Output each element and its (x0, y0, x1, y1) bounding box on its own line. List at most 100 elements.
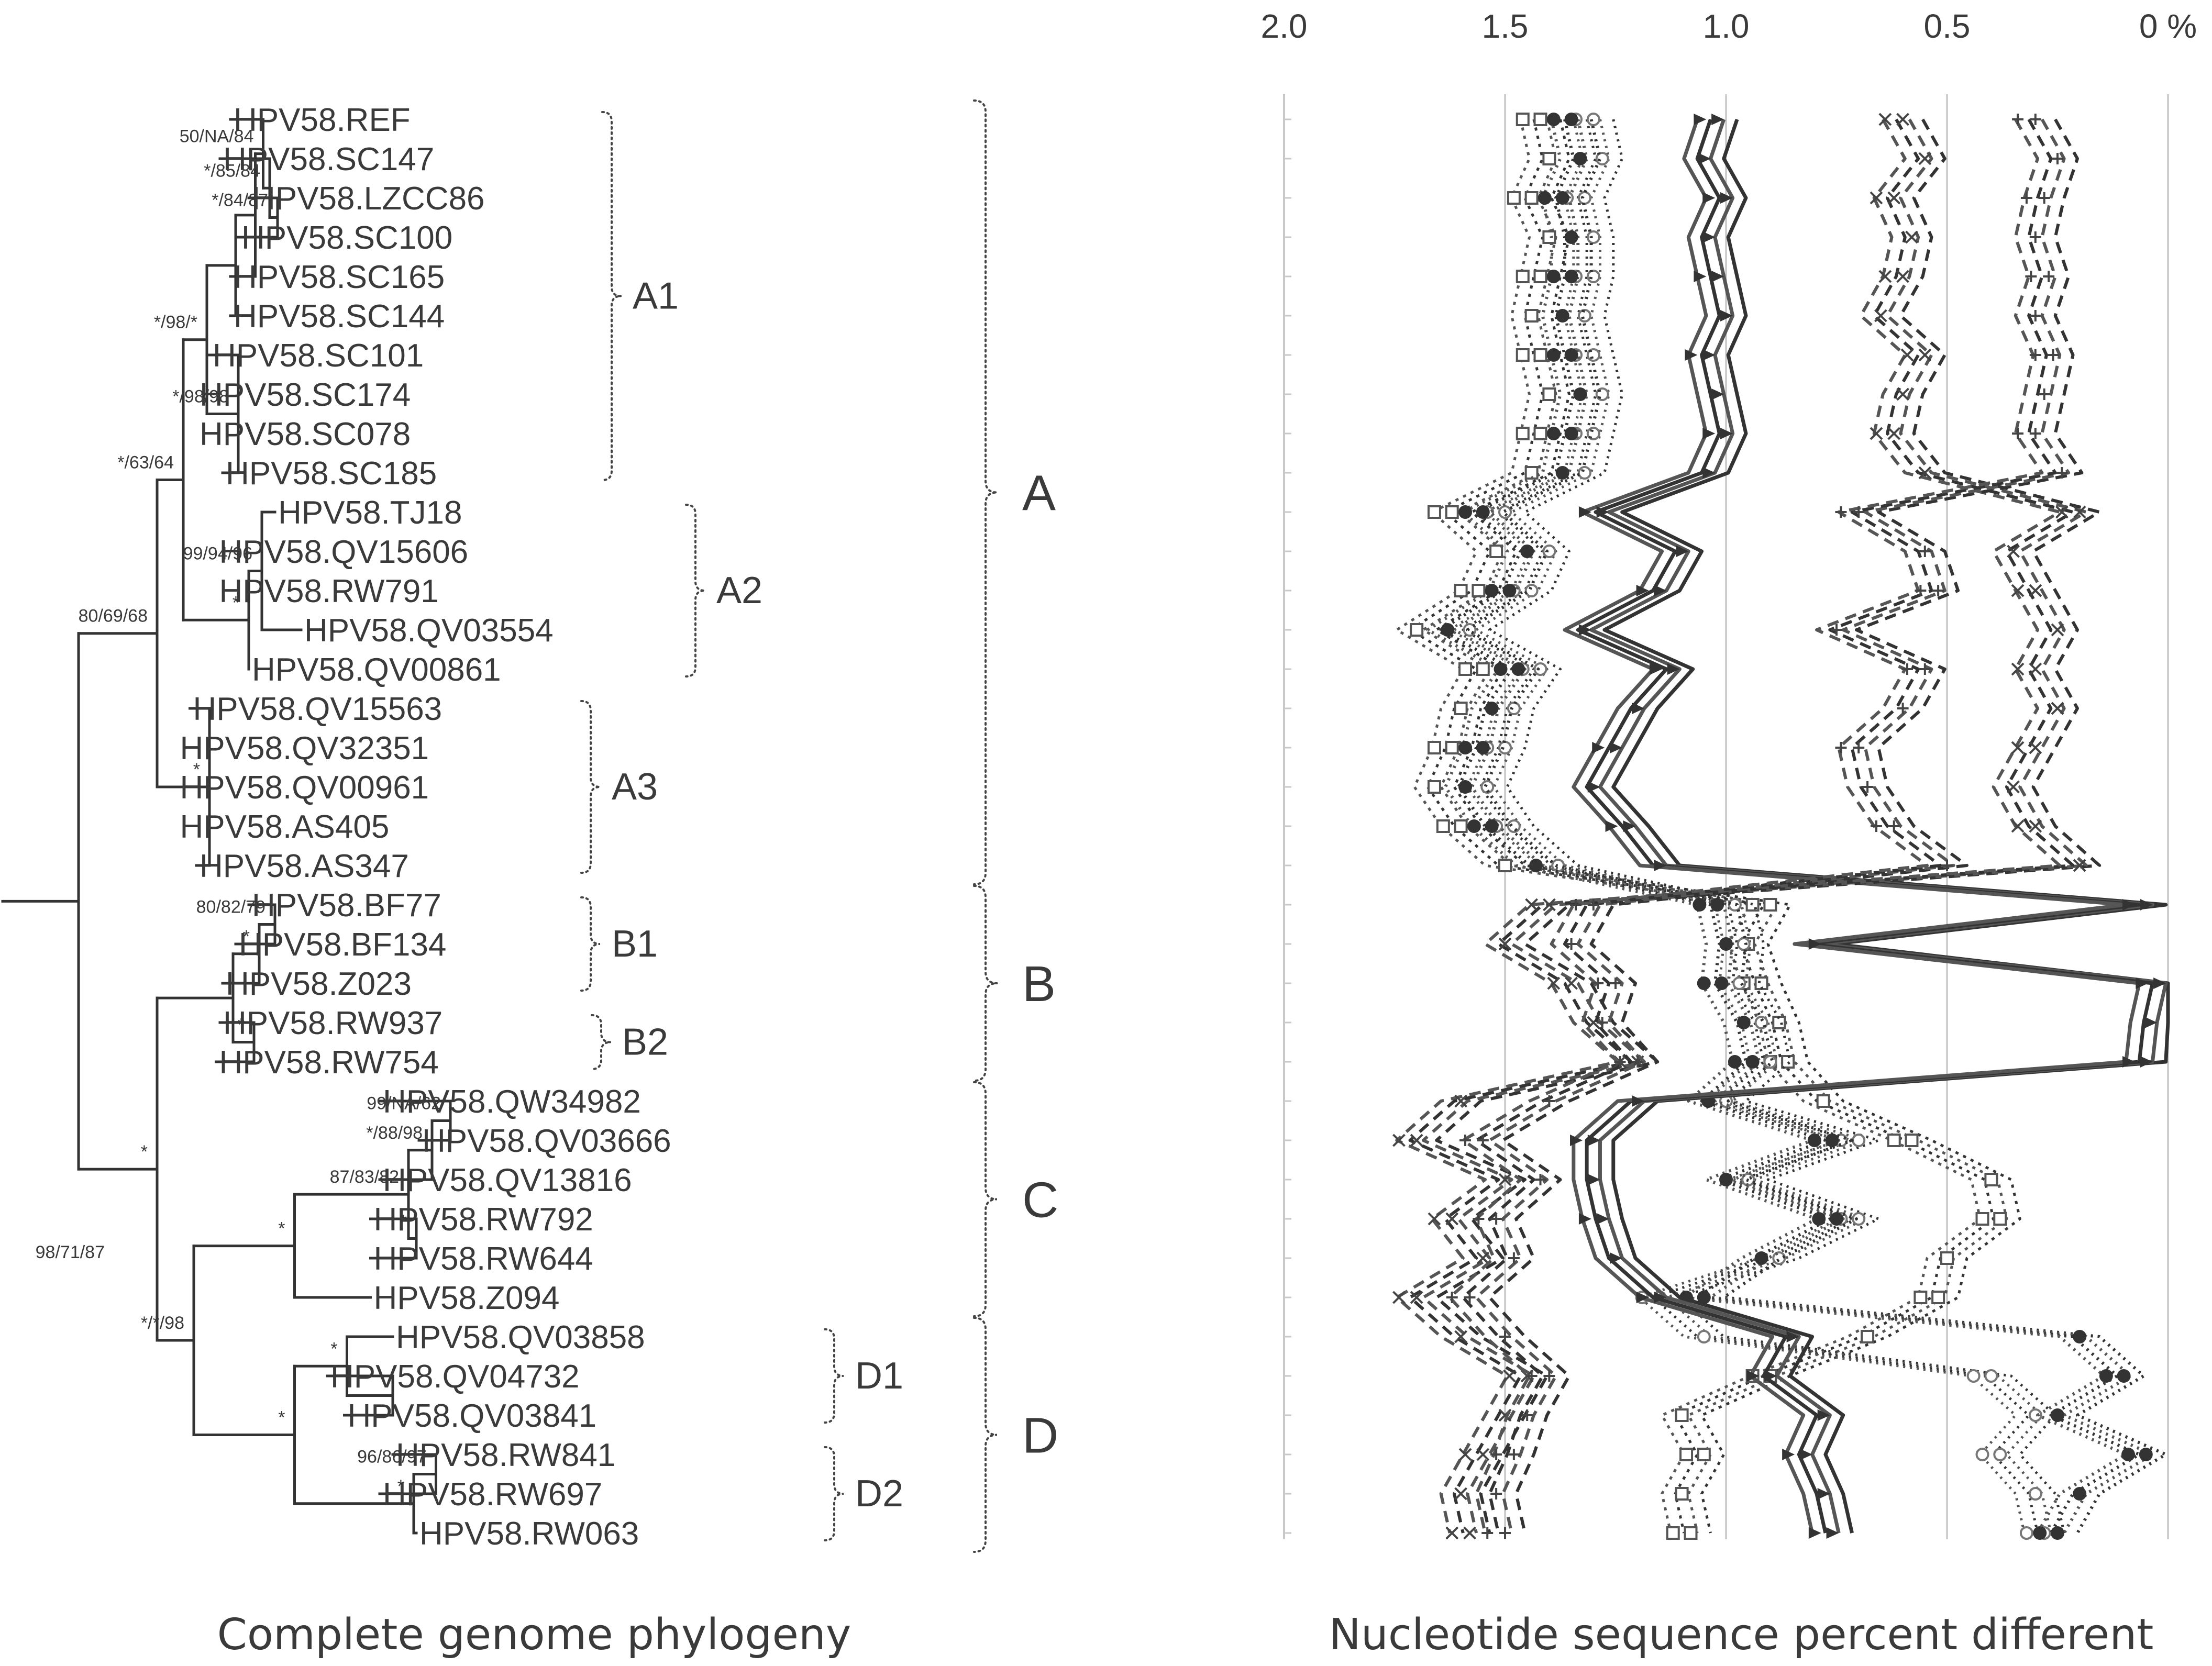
x-marker (1918, 466, 1932, 480)
x-marker (1905, 230, 1918, 244)
taxon-label: HPV58.Z094 (374, 1280, 560, 1316)
taxon-label: HPV58.QV15563 (193, 691, 443, 727)
x-marker (1498, 1173, 1512, 1186)
bootstrap-label: 99/NA/62 (367, 1094, 441, 1114)
triangle-marker (1702, 428, 1716, 439)
plus-marker (1499, 1331, 1511, 1342)
circle-marker (1524, 584, 1539, 597)
triangle-marker (1808, 1527, 1821, 1539)
square-marker (1914, 1291, 1928, 1304)
dot-marker (1458, 505, 1473, 519)
triangle-marker (1702, 192, 1716, 204)
plus-marker (1525, 1370, 1538, 1382)
plus-marker (2038, 388, 2050, 400)
square-marker (1975, 1212, 1989, 1226)
plus-marker (2047, 349, 2059, 361)
plus-marker (2029, 310, 2041, 321)
taxon-label: HPV58.SC147 (223, 141, 434, 177)
bootstrap-label: * (278, 1408, 285, 1428)
triangle-marker (1720, 310, 1733, 321)
triangle-marker (1610, 742, 1622, 753)
bootstrap-label: */63/64 (117, 452, 174, 472)
lineage-brace (601, 111, 622, 481)
lineage-label: A1 (633, 275, 679, 317)
triangle-marker (1587, 1135, 1600, 1146)
square-marker (1516, 348, 1530, 362)
triangle-marker (1799, 1449, 1812, 1460)
circle-marker (1975, 1448, 1989, 1461)
series-group (1563, 114, 2170, 1539)
series-line (1461, 118, 2057, 1534)
x-marker (1458, 1448, 1472, 1461)
dot-marker (1467, 819, 1481, 833)
square-marker (1542, 230, 1556, 244)
plus-marker (2029, 231, 2041, 243)
dot-marker (1520, 545, 1534, 558)
dot-marker (1737, 1016, 1751, 1029)
taxon-label: HPV58.QV00961 (180, 770, 429, 806)
taxon-label: HPV58.QV03554 (304, 613, 554, 649)
bootstrap-label: 96/86/97 (357, 1447, 426, 1467)
circle-marker (1852, 1212, 1866, 1226)
x-marker (2011, 662, 2025, 676)
series-line (1408, 118, 2075, 1534)
triangle-marker (1676, 546, 1689, 557)
x-marker (2055, 505, 2069, 519)
triangle-marker (1578, 1213, 1591, 1225)
lineage-label: A3 (612, 766, 658, 808)
dot-marker (1807, 1134, 1821, 1147)
square-marker (1887, 1134, 1901, 1147)
circle-marker (1728, 898, 1742, 912)
bootstrap-label: * (330, 1339, 337, 1359)
dot-marker (1754, 1251, 1768, 1265)
x-marker (2029, 662, 2042, 676)
lineage-label: B2 (622, 1021, 668, 1063)
series-line (1488, 119, 2066, 1534)
square-marker (1445, 505, 1459, 519)
square-marker (1675, 1408, 1689, 1422)
bootstrap-label: 80/69/68 (79, 606, 148, 626)
x-marker (1870, 191, 1883, 205)
circle-marker (1577, 191, 1591, 205)
square-marker (1427, 741, 1441, 754)
taxon-label: HPV58.SC174 (200, 377, 411, 413)
taxon-label: HPV58.AS405 (180, 809, 390, 845)
x-marker (1445, 1526, 1459, 1540)
plus-marker (1464, 1292, 1476, 1303)
plus-marker (2012, 114, 2024, 125)
x-marker (1463, 1526, 1476, 1540)
x-marker (1887, 191, 1901, 205)
bootstrap-label: 80/82/79 (196, 897, 266, 917)
square-marker (1489, 545, 1503, 558)
square-marker (1684, 1526, 1698, 1540)
circle-marker (1737, 937, 1751, 951)
taxon-label: HPV58.RW841 (396, 1437, 615, 1473)
square-marker (1533, 270, 1547, 283)
plus-marker (1587, 899, 1599, 910)
dot-marker (2033, 1526, 2047, 1540)
plus-marker (1490, 1488, 1502, 1500)
triangle-marker (1610, 1252, 1622, 1264)
triangle-marker (2140, 1056, 2153, 1068)
x-marker (1476, 1251, 1490, 1265)
major-lineage-brace (973, 1317, 998, 1553)
series-line (1421, 118, 2088, 1534)
bootstrap-label: * (238, 1015, 245, 1035)
dot-marker (2073, 1330, 2087, 1343)
x-marker (2051, 702, 2064, 715)
dot-marker (1441, 623, 1455, 637)
bootstrap-label: * (193, 760, 200, 780)
bootstrap-label: * (278, 1219, 285, 1239)
x-tick-label: 0.5 (1924, 7, 1971, 45)
dot-marker (1511, 662, 1525, 676)
dot-marker (1825, 1134, 1839, 1147)
circle-marker (1542, 545, 1556, 558)
taxon-label: HPV58.RW063 (419, 1516, 639, 1552)
x-marker (1896, 387, 1910, 401)
series-line (1576, 118, 2154, 1534)
x-tick-label: 2.0 (1261, 7, 1308, 45)
x-marker (1896, 113, 1910, 126)
major-lineage-label: A (1022, 465, 1056, 521)
taxon-label: HPV58.QV03841 (348, 1398, 597, 1434)
x-tick-label: 1.5 (1482, 7, 1529, 45)
